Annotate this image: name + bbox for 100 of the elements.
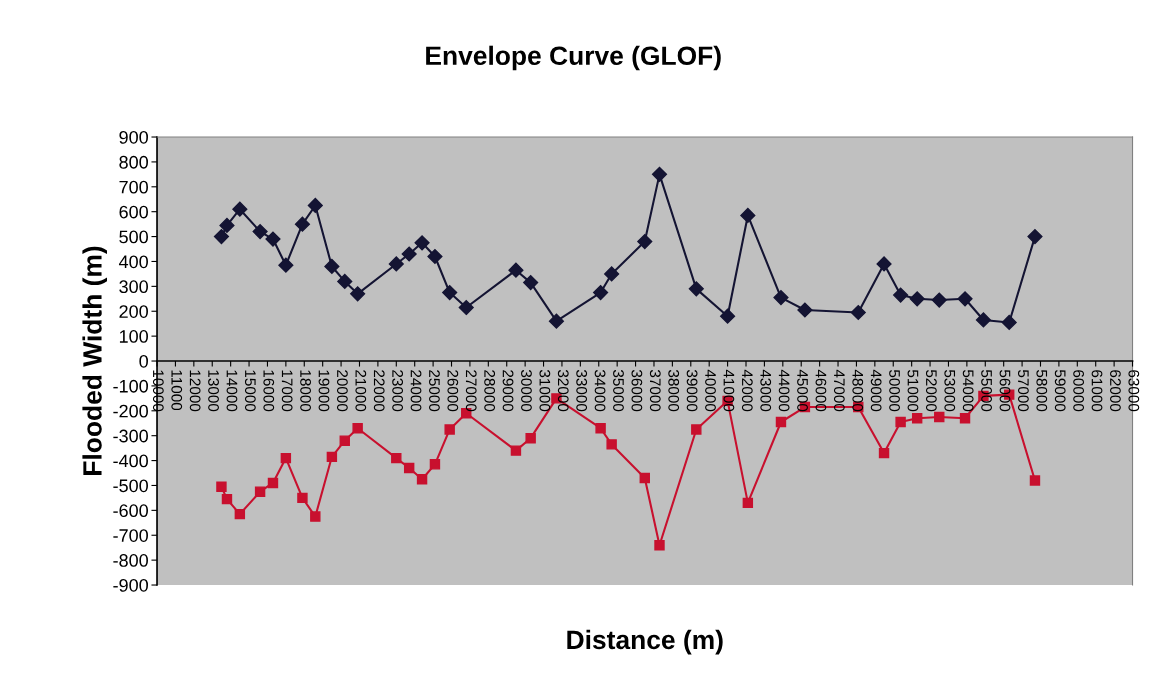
point (878, 447, 890, 459)
point (850, 304, 866, 321)
y-tick-label: -300 (113, 429, 148, 443)
x-tick-label: 21000 (355, 370, 367, 412)
x-tick-label: 35000 (613, 369, 624, 412)
point (221, 493, 233, 505)
point (324, 258, 340, 275)
x-tick-label: 57000 (1017, 369, 1029, 412)
point (957, 291, 973, 307)
y-tick-label: -500 (113, 479, 148, 493)
point (267, 477, 279, 489)
point (595, 423, 606, 434)
x-tick-label: 22000 (373, 370, 385, 412)
x-tick-label: 33000 (576, 369, 588, 412)
point (213, 229, 230, 245)
y-tick-label: -800 (113, 554, 148, 567)
x-tick-label: 10000 (152, 370, 164, 412)
x-tick-label: 56000 (999, 369, 1011, 412)
point (442, 285, 458, 301)
point (403, 462, 415, 474)
x-tick-label: 11000 (171, 370, 183, 411)
y-tick-label: -200 (113, 404, 148, 418)
y-tick-label: 100 (119, 330, 148, 343)
point (775, 416, 787, 428)
point (934, 411, 945, 423)
x-tick-label: 15000 (244, 370, 256, 412)
x-tick-label: 37000 (649, 369, 661, 412)
point (975, 312, 992, 328)
point (339, 435, 350, 446)
x-tick-label: 24000 (410, 370, 422, 412)
y-tick-label: 0 (139, 354, 148, 368)
x-tick-label: 25000 (429, 370, 440, 412)
x-tick-label: 36000 (631, 369, 643, 412)
x-tick-label: 20000 (336, 370, 348, 412)
x-tick-label: 58000 (1036, 369, 1048, 412)
y-tick-label: 800 (119, 155, 148, 169)
x-tick-label: 23000 (392, 370, 404, 412)
y-tick-label: 300 (119, 280, 148, 294)
x-tick-label: 32000 (557, 369, 569, 412)
point (931, 292, 947, 308)
x-tick-label: 16000 (263, 370, 275, 412)
point (740, 207, 756, 223)
y-tick-label: 700 (119, 180, 148, 194)
x-tick-label: 39000 (686, 369, 698, 412)
x-tick-label: 60000 (1073, 370, 1085, 412)
x-tick-label: 45000 (797, 369, 808, 412)
y-tick-label: 200 (119, 305, 148, 318)
x-tick-label: 42000 (741, 369, 753, 412)
point (427, 248, 443, 265)
point (352, 423, 363, 434)
point (959, 413, 971, 424)
y-axis-title: Flooded Width (m) (82, 246, 107, 475)
point (307, 197, 323, 214)
x-tick-label: 13000 (208, 370, 219, 412)
point (337, 273, 353, 289)
point (1001, 314, 1017, 331)
x-tick-label: 26000 (447, 370, 459, 412)
point (525, 432, 536, 444)
x-tick-label: 53000 (944, 369, 956, 412)
y-tick-label: -700 (113, 529, 148, 542)
point (909, 291, 925, 307)
x-tick-label: 51000 (907, 369, 919, 412)
x-tick-label: 52000 (925, 369, 937, 412)
point (391, 452, 402, 464)
x-tick-label: 46000 (815, 369, 827, 412)
point (688, 281, 704, 297)
point (1029, 475, 1041, 486)
point (548, 313, 564, 329)
y-tick-label: 900 (119, 130, 148, 144)
y-tick-label: 600 (119, 205, 148, 219)
chart-title: Envelope Curve (GLOF) (426, 45, 721, 71)
point (297, 492, 308, 504)
point (606, 439, 617, 450)
point (720, 308, 736, 324)
y-tick-label: -400 (113, 454, 148, 468)
x-tick-label: 28000 (484, 370, 496, 412)
point (401, 246, 417, 262)
point (797, 302, 813, 318)
y-tick-label: 400 (118, 255, 148, 269)
x-tick-label: 47000 (833, 369, 845, 412)
point (604, 266, 620, 282)
x-tick-label: 14000 (226, 370, 238, 412)
point (216, 481, 227, 492)
x-tick-label: 31000 (539, 369, 551, 412)
x-tick-label: 48000 (852, 369, 864, 412)
x-tick-label: 29000 (502, 370, 514, 412)
point (510, 445, 522, 456)
point (637, 233, 653, 250)
x-tick-label: 62000 (1110, 370, 1121, 412)
point (310, 511, 321, 522)
point (326, 451, 338, 463)
point (508, 262, 524, 278)
x-tick-label: 17000 (281, 370, 293, 412)
x-tick-label: 27000 (465, 370, 477, 412)
point (388, 256, 404, 272)
x-axis-title: Distance (m) (567, 629, 723, 655)
y-tick-label: -900 (113, 578, 148, 592)
point (593, 285, 609, 301)
point (893, 287, 909, 303)
point (523, 275, 539, 291)
